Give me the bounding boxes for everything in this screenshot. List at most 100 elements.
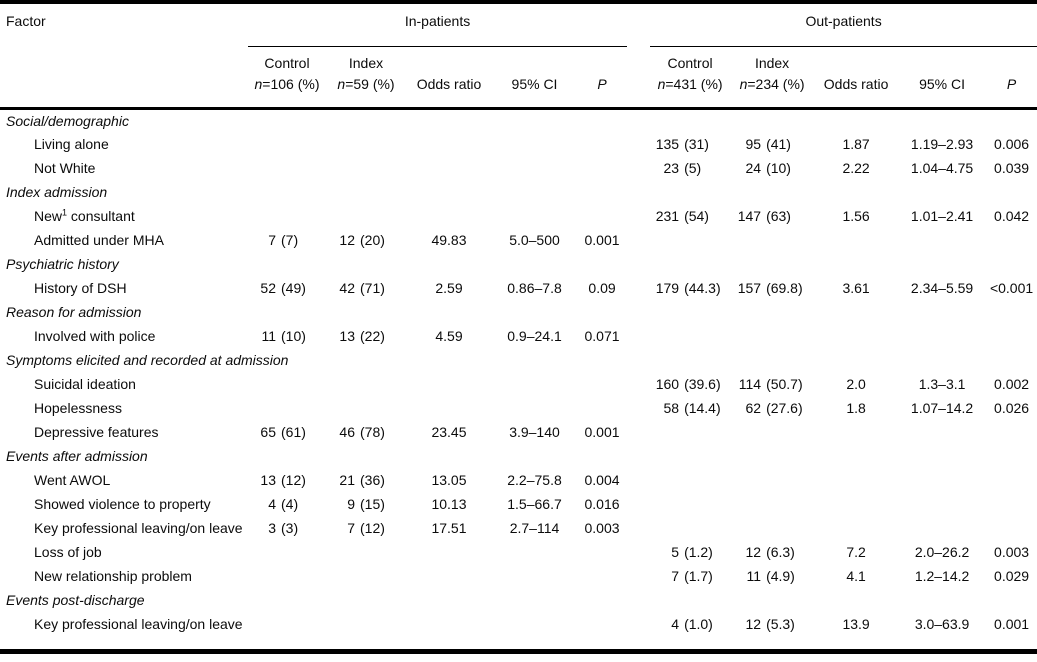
percent-value: (20) [360, 232, 385, 248]
inpatients-p-value [577, 132, 627, 156]
inpatients-odds-ratio-value: 2.59 [435, 280, 463, 296]
count-value: 157 [737, 280, 762, 296]
factor-label: Suicidal ideation [34, 376, 136, 392]
inpatients-odds-ratio-value [406, 204, 492, 228]
inpatients-control-value [248, 204, 326, 228]
inpatients-control-value [248, 372, 326, 396]
count-value: 58 [663, 400, 680, 416]
inpatients-odds-ratio-value [406, 564, 492, 588]
section-row: Social/demographic [0, 108, 1037, 132]
table-row: New1 consultant 231 (54) 147 (63) 1.56 1.01–2.… [0, 204, 1037, 228]
percent-value: (69.8) [766, 280, 803, 296]
inpatients-control-value [248, 612, 326, 636]
outpatients-ci-value [898, 420, 986, 444]
percent-value: (7) [281, 232, 299, 248]
section-label: Reason for admission [6, 304, 142, 320]
outpatients-control-n: n=431 (%) [650, 73, 731, 110]
count-value: 4 [671, 616, 680, 632]
percent-value: (12) [360, 520, 385, 536]
outpatients-odds-ratio-value: 7.2 [846, 544, 866, 560]
percent-value: (71) [360, 280, 385, 296]
outpatients-odds-ratio-value [814, 492, 898, 516]
outpatients-p-value [986, 228, 1037, 252]
factor-label: Not White [34, 160, 96, 176]
inpatients-index-value [326, 540, 406, 564]
percent-value: (5.3) [766, 616, 795, 632]
table-row: Not White 23 (5) 24 (10) 2.22 1.04–4.75 0.039 [0, 156, 1037, 180]
percent-value: (44.3) [684, 280, 721, 296]
section-row: Events after admission [0, 444, 1037, 468]
outpatients-odds-ratio-value: 1.8 [846, 400, 866, 416]
group-gap [627, 228, 650, 252]
outpatients-p-value: 0.001 [994, 616, 1030, 632]
inpatients-odds-header: Odds ratio [406, 73, 492, 110]
group-gap [627, 420, 650, 444]
group-gap [627, 156, 650, 180]
inpatients-group-header: In-patients [248, 4, 628, 47]
outpatients-odds-ratio-value: 3.61 [842, 280, 870, 296]
inpatients-odds-ratio-value: 10.13 [431, 496, 467, 512]
group-gap [627, 372, 650, 396]
count-value: 52 [260, 280, 276, 296]
outpatients-p-value: 0.006 [994, 136, 1030, 152]
inpatients-index-value [326, 612, 406, 636]
table-row: Suicidal ideation 160 (39.6) 114 (50.7) 2.0 1.… [0, 372, 1037, 396]
count-value: 65 [260, 424, 276, 440]
inpatients-ci-value: 1.5–66.7 [507, 496, 562, 512]
inpatients-index-value: 9 (15) [326, 492, 406, 516]
section-row: Index admission [0, 180, 1037, 204]
n-symbol: n [739, 76, 748, 92]
inpatients-p-value: 0.09 [588, 280, 616, 296]
factor-label: Key professional leaving/on leave [34, 616, 243, 632]
count-value: 4 [268, 496, 276, 512]
table-row: Hopelessness 58 (14.4) 62 (27.6) 1.8 1.07–14.2… [0, 396, 1037, 420]
outpatients-odds-ratio-value: 2.22 [842, 160, 870, 176]
count-value: 13 [260, 472, 276, 488]
inpatients-index-value: 46 (78) [326, 420, 406, 444]
inpatients-index-value [326, 564, 406, 588]
outpatients-control-value: 160 (39.6) [650, 372, 730, 396]
inpatients-p-value [577, 156, 627, 180]
table-row: History of DSH 52 (49) 42 (71) 2.59 0.86–7.8 0.… [0, 276, 1037, 300]
inpatients-p-value [577, 540, 627, 564]
inpatients-index-value: 42 (71) [326, 276, 406, 300]
outpatients-index-value: 114 (50.7) [730, 372, 814, 396]
group-header-row: Factor In-patients Out-patients [0, 4, 1037, 110]
table-row: Loss of job 5 (1.2) 12 (6.3) 7.2 2.0–26.2 0.003 [0, 540, 1037, 564]
section-row: Symptoms elicited and recorded at admiss… [0, 348, 1037, 372]
percent-value: (14.4) [684, 400, 721, 416]
outpatients-group-header: Out-patients [650, 4, 1037, 47]
count-value: 62 [745, 400, 762, 416]
inpatients-index-header: Index [348, 55, 384, 71]
outpatients-index-value [730, 324, 814, 348]
percent-value: (39.6) [684, 376, 721, 392]
outpatients-index-value: 12 (5.3) [730, 612, 814, 636]
count-value: 46 [339, 424, 355, 440]
outpatients-index-value: 95 (41) [730, 132, 814, 156]
count-value: 42 [339, 280, 355, 296]
outpatients-control-value: 58 (14.4) [650, 396, 730, 420]
group-gap [627, 492, 650, 516]
outpatients-control-value [650, 324, 730, 348]
odds-ratio-table: Factor In-patients Out-patients Control … [0, 4, 1037, 636]
percent-value: (6.3) [766, 544, 795, 560]
inpatients-ci-value [492, 156, 577, 180]
count-value: 3 [268, 520, 276, 536]
outpatients-control-header: Control [667, 55, 713, 71]
outpatients-ci-value: 2.0–26.2 [914, 544, 970, 560]
percent-value: (12) [281, 472, 306, 488]
outpatients-index-value: 12 (6.3) [730, 540, 814, 564]
inpatients-index-value: 7 (12) [326, 516, 406, 540]
outpatients-control-value [650, 492, 730, 516]
outpatients-index-value [730, 468, 814, 492]
group-gap [627, 4, 650, 46]
inpatients-odds-ratio-value [406, 132, 492, 156]
section-label: Social/demographic [6, 112, 129, 129]
section-label: Psychiatric history [6, 256, 119, 272]
inpatients-index-value: 12 (20) [326, 228, 406, 252]
count-value: 13 [339, 328, 355, 344]
outpatients-index-header: Index [754, 55, 790, 71]
outpatients-index-value [730, 228, 814, 252]
outpatients-p-value: 0.026 [994, 400, 1030, 416]
count-value: 12 [745, 616, 762, 632]
